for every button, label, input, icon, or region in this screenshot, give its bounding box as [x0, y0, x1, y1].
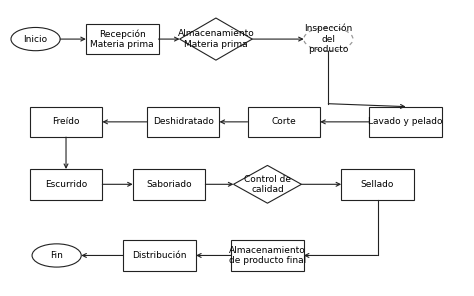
FancyBboxPatch shape — [123, 240, 196, 271]
FancyBboxPatch shape — [133, 169, 205, 200]
Text: Almacenamiento
de producto final: Almacenamiento de producto final — [229, 246, 306, 265]
FancyBboxPatch shape — [86, 24, 158, 54]
FancyBboxPatch shape — [231, 240, 304, 271]
Text: Escurrido: Escurrido — [45, 180, 87, 189]
Text: Sellado: Sellado — [361, 180, 394, 189]
Text: Distribución: Distribución — [132, 251, 187, 260]
Text: Deshidratado: Deshidratado — [153, 117, 214, 126]
FancyBboxPatch shape — [369, 107, 442, 137]
Text: Saboriado: Saboriado — [146, 180, 192, 189]
Text: Corte: Corte — [272, 117, 296, 126]
Ellipse shape — [32, 244, 81, 267]
FancyBboxPatch shape — [147, 107, 219, 137]
Text: Control de
calidad: Control de calidad — [244, 175, 291, 194]
Text: Inicio: Inicio — [24, 35, 47, 44]
FancyBboxPatch shape — [30, 107, 102, 137]
FancyBboxPatch shape — [247, 107, 320, 137]
Polygon shape — [234, 165, 301, 203]
Text: Fin: Fin — [50, 251, 63, 260]
Text: Recepción
Materia prima: Recepción Materia prima — [91, 29, 154, 49]
Text: Lavado y pelado: Lavado y pelado — [368, 117, 443, 126]
Text: Freído: Freído — [52, 117, 80, 126]
Ellipse shape — [304, 28, 353, 51]
FancyBboxPatch shape — [30, 169, 102, 200]
Ellipse shape — [11, 28, 60, 51]
FancyBboxPatch shape — [341, 169, 414, 200]
Polygon shape — [180, 18, 252, 60]
Text: Inspección
del
producto: Inspección del producto — [304, 24, 353, 54]
Text: Almacenamiento
Materia prima: Almacenamiento Materia prima — [178, 29, 254, 49]
